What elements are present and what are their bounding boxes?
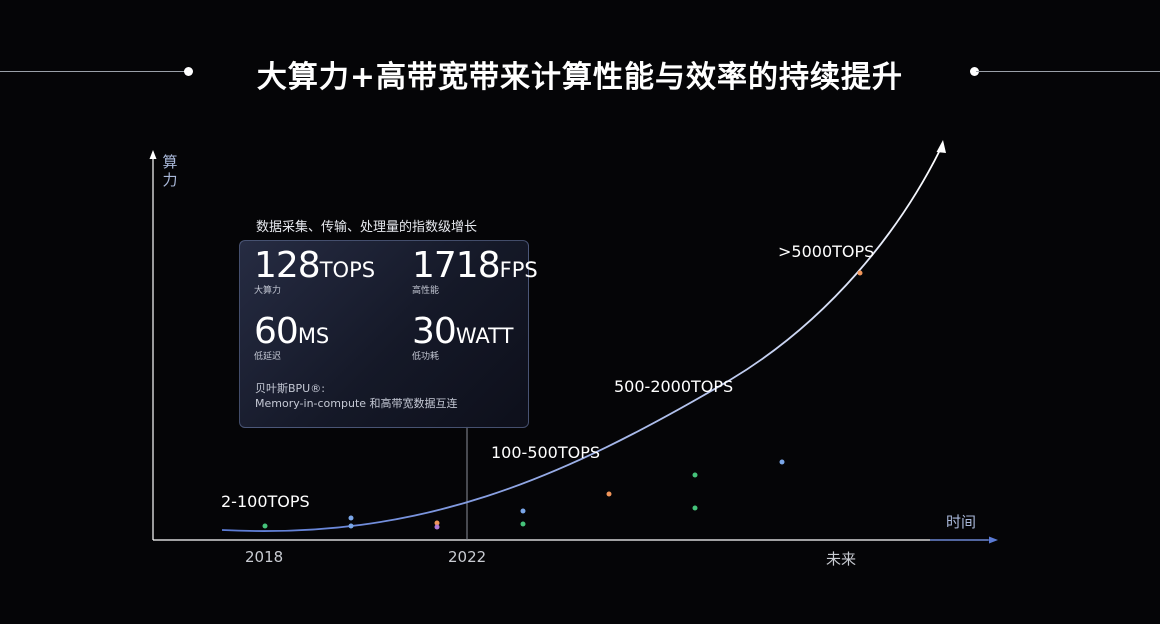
metric-value: 30 [412, 311, 457, 352]
metric-unit: MS [297, 324, 330, 348]
data-dot [692, 505, 698, 511]
data-dot [348, 523, 354, 529]
bpu-line: 贝叶斯BPU®: [255, 382, 325, 395]
title-left-dot [184, 67, 193, 76]
metric-value: 1718 [412, 245, 501, 286]
data-dot [348, 515, 354, 521]
tier-label: 500-2000TOPS [614, 377, 734, 396]
data-dots [262, 270, 863, 530]
metric-power: 30WATT 低功耗 [412, 311, 513, 362]
title-right-dot [970, 67, 979, 76]
bpu-description: 贝叶斯BPU®: Memory-in-compute 和高带宽数据互连 [255, 381, 458, 411]
tier-label: 100-500TOPS [491, 443, 601, 462]
metric-unit: WATT [455, 324, 514, 348]
metric-unit: TOPS [319, 258, 376, 282]
metric-fps: 1718FPS 高性能 [412, 245, 538, 296]
metric-value: 128 [254, 245, 321, 286]
tier-label: 2-100TOPS [221, 492, 310, 511]
x-tick-label: 未来 [826, 550, 857, 568]
metrics-panel: 128TOPS 大算力 1718FPS 高性能 60MS 低延迟 30WATT … [239, 240, 538, 428]
growth-curve [221, 149, 941, 532]
metric-label: 低延迟 [254, 352, 282, 362]
curve-arrowhead [936, 140, 946, 153]
title-left-line [0, 71, 186, 72]
y-axis-label: 算力 [162, 153, 178, 189]
bpu-line: Memory-in-compute 和高带宽数据互连 [255, 397, 458, 410]
data-dot [434, 520, 440, 526]
metric-unit: FPS [499, 258, 538, 282]
x-tick-label: 2022 [448, 548, 487, 566]
data-dot [520, 508, 526, 514]
data-dot [434, 524, 440, 530]
data-dot [262, 523, 268, 529]
panel-caption: 数据采集、传输、处理量的指数级增长 [256, 220, 478, 235]
x-axis-arrow [989, 536, 998, 544]
metric-label: 大算力 [254, 286, 282, 296]
x-axis-label: 时间 [946, 513, 977, 531]
data-dot [606, 491, 612, 497]
page-title: 大算力+高带宽带来计算性能与效率的持续提升 [256, 60, 904, 95]
data-dot [857, 270, 863, 276]
metric-value: 60 [254, 311, 299, 352]
y-axis-arrow [149, 150, 157, 159]
data-dot [692, 472, 698, 478]
x-tick-label: 2018 [245, 548, 284, 566]
tier-label: >5000TOPS [778, 242, 875, 261]
metric-label: 低功耗 [412, 352, 440, 362]
title-right-line [976, 71, 1160, 72]
metric-compute: 128TOPS 大算力 [254, 245, 375, 296]
data-dot [520, 521, 526, 527]
metric-latency: 60MS 低延迟 [254, 311, 329, 362]
metric-label: 高性能 [412, 286, 440, 296]
data-dot [779, 459, 785, 465]
